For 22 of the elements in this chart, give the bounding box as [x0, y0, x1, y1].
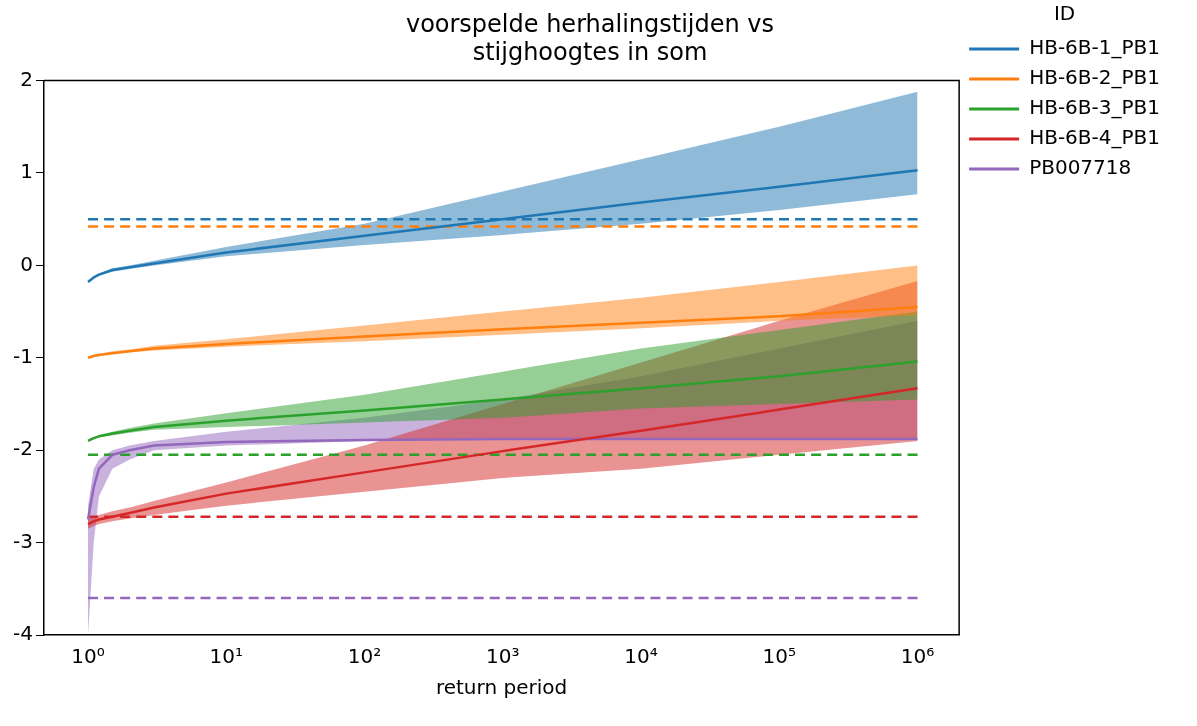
legend-title: ID — [1053, 1, 1076, 26]
x-axis-title: return period — [435, 675, 568, 700]
y-tick-label: 0 — [20, 251, 33, 276]
y-tick-label: -1 — [12, 344, 33, 368]
legend-label: PB007718 — [1029, 155, 1132, 180]
y-tick-label: 2 — [20, 66, 33, 91]
y-tick-label: -3 — [12, 528, 33, 553]
x-tick-label: 10¹ — [209, 644, 243, 669]
y-tick-label: -4 — [12, 621, 33, 646]
x-tick-label: 10⁰ — [71, 644, 105, 669]
chart-title: voorspelde herhalingstijden vs stijghoogtes in som — [405, 9, 775, 67]
x-tick-label: 10⁶ — [900, 644, 935, 669]
legend-label: HB-6B-4_PB1 — [1029, 125, 1161, 150]
legend-label: HB-6B-3_PB1 — [1029, 95, 1161, 120]
legend-label: HB-6B-2_PB1 — [1029, 65, 1161, 90]
legend-label: HB-6B-1_PB1 — [1029, 35, 1161, 60]
y-tick-label: 1 — [20, 159, 33, 184]
x-tick-label: 10⁵ — [762, 644, 796, 669]
x-tick-label: 10² — [347, 644, 382, 669]
x-tick-label: 10⁴ — [624, 644, 658, 669]
y-tick-label: -2 — [12, 436, 33, 461]
x-tick-label: 10³ — [486, 644, 520, 669]
